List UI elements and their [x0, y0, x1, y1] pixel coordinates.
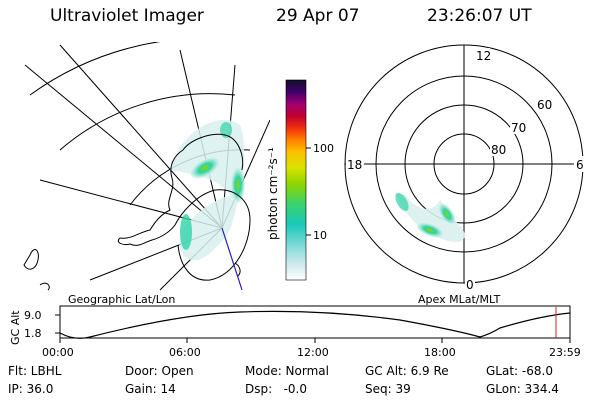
- seq-value: Seq: 39: [365, 382, 411, 396]
- mlt-label-12: 12: [476, 49, 491, 63]
- auroral-emission-geo: [170, 120, 245, 261]
- coastlines: [23, 133, 251, 291]
- observation-time: 23:26:07 UT: [427, 6, 532, 26]
- mode-value: Mode: Normal: [245, 364, 329, 378]
- ip-value: IP: 36.0: [8, 382, 53, 396]
- altitude-tick-low: 1.8: [24, 327, 42, 340]
- altitude-curve: [59, 310, 571, 339]
- altitude-axis-label: GC Alt: [9, 310, 22, 345]
- gc-alt-value: GC Alt: 6.9 Re: [365, 364, 449, 378]
- meridian-line: [59, 44, 223, 229]
- glat-value: GLat: -68.0: [486, 364, 553, 378]
- latitude-circle: [59, 93, 236, 151]
- mlt-label-18: 18: [347, 158, 362, 172]
- glon-value: GLon: 334.4: [486, 382, 559, 396]
- meridian-line: [24, 64, 223, 229]
- door-value: Door: Open: [125, 364, 194, 378]
- altitude-plot-frame: [59, 305, 571, 339]
- colorbar-tick-label: 100: [313, 142, 334, 155]
- observation-date: 29 Apr 07: [276, 6, 360, 26]
- time-tick-label: 06:00: [169, 346, 201, 359]
- geo-panel-caption: Geographic Lat/Lon: [68, 293, 175, 306]
- terminator-line: [221, 227, 243, 291]
- colorbar-unit-label: photon cm⁻²s⁻¹: [266, 147, 280, 240]
- altitude-tick-high: 9.0: [24, 309, 42, 322]
- geographic-map: [23, 42, 270, 291]
- colorbar-scale: [285, 79, 307, 281]
- dsp-value: Dsp: -0.0: [245, 382, 307, 396]
- mlat-label-70: 70: [511, 121, 526, 135]
- time-tick-label: 18:00: [424, 346, 456, 359]
- mlat-label-60: 60: [537, 98, 552, 112]
- footer-metadata: Flt: LBHL Door: Open Mode: Normal GC Alt…: [8, 364, 559, 396]
- altitude-plot: GC Alt 9.0 1.8 00:00 06:00 12:00 18:00 2…: [9, 305, 581, 359]
- colorbar: 100 10 photon cm⁻²s⁻¹: [266, 79, 334, 281]
- mlat-label-80: 80: [491, 143, 506, 157]
- colorbar-tick-label: 10: [313, 229, 327, 242]
- latitude-circle: [29, 42, 161, 96]
- mlt-label-6: 6: [576, 158, 584, 172]
- polar-mlat-mlt-plot: 12 18 6 0 60 70 80: [344, 44, 584, 292]
- time-tick-label: 12:00: [297, 346, 329, 359]
- polar-panel-caption: Apex MLat/MLT: [418, 293, 501, 306]
- gain-value: Gain: 14: [125, 382, 176, 396]
- auroral-emission-polar: [395, 192, 465, 242]
- instrument-title: Ultraviolet Imager: [50, 6, 204, 26]
- time-tick-label: 23:59: [549, 346, 581, 359]
- mlt-label-0: 0: [466, 278, 474, 292]
- filter-value: Flt: LBHL: [8, 364, 62, 378]
- time-tick-label: 00:00: [42, 346, 74, 359]
